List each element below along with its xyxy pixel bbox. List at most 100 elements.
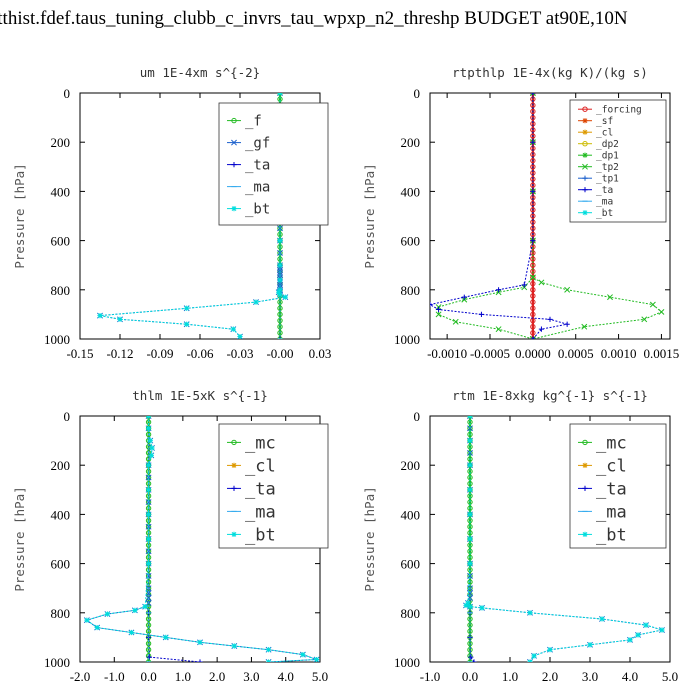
y-tick-label: 800 — [401, 283, 421, 298]
y-tick-label: 200 — [401, 135, 421, 150]
data-point — [607, 294, 613, 301]
data-point — [530, 157, 536, 164]
data-point — [564, 321, 570, 327]
data-point — [527, 659, 533, 662]
data-point — [649, 301, 656, 308]
series-line-tp1 — [438, 93, 534, 339]
legend-marker — [582, 141, 588, 147]
data-point — [277, 277, 283, 283]
data-point — [94, 624, 100, 631]
legend: _forcing_sf_cl_dp2_dp1_tp2_tp1_ta_ma_bt — [569, 99, 667, 223]
data-point — [277, 287, 283, 293]
data-point — [117, 316, 123, 322]
y-axis-label: Pressure [hPa] — [362, 486, 377, 591]
data-point — [641, 316, 648, 323]
data-point — [276, 289, 282, 295]
series-group — [430, 93, 665, 339]
data-point — [599, 616, 605, 622]
x-tick-label: -1.0 — [104, 669, 125, 684]
legend: _f _gf _ta _ma _bt — [218, 102, 329, 226]
panel-title: thlm 1E-5xK s^{-1} — [132, 388, 267, 403]
legend-label: _cl — [596, 456, 627, 476]
chart-panel-2: rtpthlp 1E-4x(kg K)/(kg s) Pressure [hPa]… — [362, 65, 679, 361]
x-tick-label: -0.12 — [106, 346, 133, 361]
data-point — [163, 634, 169, 640]
legend-marker — [582, 187, 588, 193]
legend-label: _tp1 — [596, 174, 619, 185]
data-point — [145, 425, 152, 431]
data-point — [530, 336, 536, 339]
legend-marker — [231, 485, 237, 491]
legend-marker — [582, 175, 588, 181]
x-tick-label: -0.03 — [226, 346, 253, 361]
legend-label: _cl — [245, 456, 276, 476]
legend-marker — [582, 163, 588, 170]
x-tick-label: 0.0015 — [644, 346, 680, 361]
y-tick-label: 0 — [414, 86, 421, 101]
x-tick-label: 2.0 — [209, 669, 225, 684]
legend-marker — [582, 118, 588, 124]
data-point — [467, 456, 473, 462]
data-point — [495, 326, 502, 333]
y-tick-label: 400 — [401, 507, 421, 522]
y-tick-label: 0 — [64, 409, 71, 424]
x-tick-label: -0.0010 — [427, 346, 467, 361]
x-tick-label: -0.00 — [266, 346, 293, 361]
data-point — [530, 293, 536, 299]
data-point — [132, 607, 138, 613]
data-point — [237, 333, 243, 339]
series-group — [83, 416, 320, 662]
x-tick-label: 3.0 — [582, 669, 598, 684]
data-point — [145, 499, 152, 506]
y-axis-label: Pressure [hPa] — [12, 163, 27, 268]
data-point — [145, 536, 152, 542]
data-point — [104, 611, 111, 617]
data-point — [146, 654, 152, 660]
x-tick-label: -0.09 — [146, 346, 173, 361]
x-tick-label: -1.0 — [420, 669, 441, 684]
y-tick-label: 1000 — [394, 332, 420, 347]
data-point — [145, 416, 152, 419]
chart-panel-1: um 1E-4xm s^{-2} Pressure [hPa] 0 200 400 600… — [12, 65, 331, 361]
y-axis-label: Pressure [hPa] — [362, 163, 377, 268]
data-point — [530, 108, 536, 115]
x-tick-label: 4.0 — [622, 669, 638, 684]
x-tick-label: -2.0 — [70, 669, 91, 684]
legend-marker — [582, 210, 588, 216]
data-point — [465, 600, 471, 606]
legend-label: _gf — [245, 136, 270, 152]
legend-label: _ma — [245, 502, 276, 522]
legend-label: _mc — [245, 433, 276, 453]
legend-label: _bt — [596, 525, 627, 545]
data-point — [538, 326, 545, 332]
x-tick-label: -0.0005 — [470, 346, 510, 361]
data-point — [197, 659, 203, 662]
legend-label: _bt — [245, 202, 270, 218]
data-point — [521, 282, 527, 288]
series-line-bt — [465, 416, 663, 662]
chart-panel-4: rtm 1E-8xkg kg^{-1} s^{-1} Pressure [hPa]… — [362, 388, 678, 684]
data-point — [300, 652, 306, 658]
data-point — [467, 572, 473, 579]
data-point — [468, 654, 474, 660]
y-tick-label: 800 — [401, 606, 421, 621]
data-point — [184, 321, 190, 327]
legend-label: _bt — [596, 208, 613, 219]
data-point — [530, 93, 536, 96]
legend-label: _sf — [596, 116, 613, 127]
data-point — [530, 238, 536, 244]
data-point — [627, 637, 633, 643]
data-point — [530, 182, 536, 188]
data-point — [467, 438, 473, 444]
y-tick-label: 600 — [401, 557, 421, 572]
data-point — [658, 308, 665, 315]
x-tick-label: 2.0 — [542, 669, 558, 684]
data-point — [530, 287, 536, 293]
y-tick-label: 600 — [401, 234, 421, 249]
data-point — [643, 622, 649, 628]
x-tick-label: 1.0 — [502, 669, 518, 684]
x-tick-label: 4.0 — [278, 669, 294, 684]
panel-title: rtpthlp 1E-4x(kg K)/(kg s) — [452, 65, 648, 80]
y-tick-label: 0 — [64, 86, 71, 101]
